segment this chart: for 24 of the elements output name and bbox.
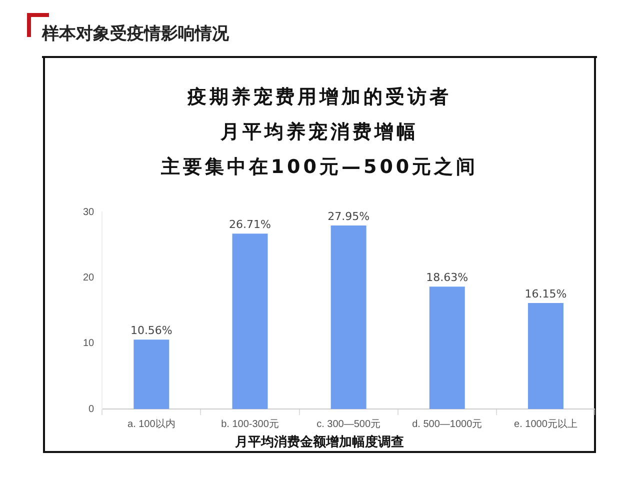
data-label: 10.56% [130,324,172,338]
y-tick-label: 0 [88,404,95,415]
x-axis-title: 月平均消费金额增加幅度调查 [234,434,405,451]
x-tick-label: a. 100以内 [128,418,176,430]
bar [232,234,268,409]
chart-subtitle: 疫期养宠费用增加的受访者 [186,85,452,110]
y-tick-label: 20 [83,272,95,284]
x-tick-label: e. 1000元以上 [514,418,578,430]
y-tick-label: 10 [83,338,95,350]
text: 主要集中在100元—500元之间 [160,155,480,180]
x-tick-label: c. 300—500元 [316,418,381,430]
x-tick-label: b. 100-300元 [221,418,279,430]
bar [134,340,170,409]
y-tick-label: 30 [83,206,95,218]
chart-title: 样本对象受疫情影响情况 [42,23,229,45]
bar [429,286,465,409]
data-label: 27.95% [328,210,370,223]
bar [330,225,366,409]
bar [528,302,564,409]
data-label: 18.63% [426,271,468,284]
text: 月平均养宠消费增幅 [220,120,420,145]
x-tick-label: d. 500—1000元 [412,418,482,430]
data-label: 16.15% [524,287,567,300]
data-label: 26.71% [229,218,271,231]
